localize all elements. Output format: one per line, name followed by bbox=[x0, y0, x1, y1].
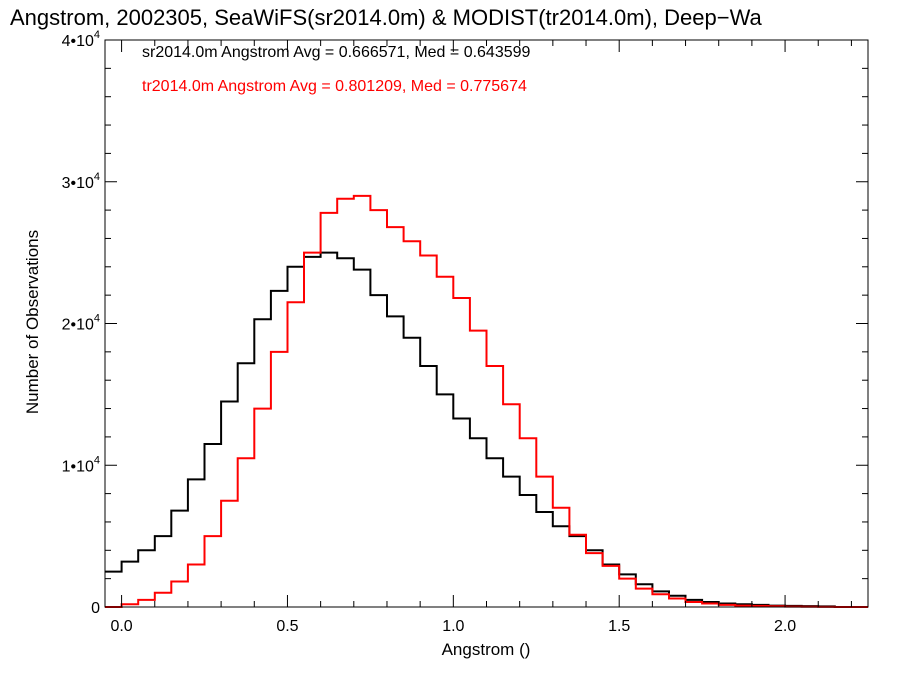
x-tick-label: 0.5 bbox=[276, 618, 298, 635]
x-axis: 0.0 0.5 1.0 1.5 2.0 bbox=[110, 40, 852, 635]
annotation-black: sr2014.0m Angstrom Avg = 0.666571, Med =… bbox=[142, 44, 531, 61]
x-tick-label: 0.0 bbox=[110, 618, 132, 635]
y-tick-label: 1•104 bbox=[62, 454, 100, 475]
x-tick-label: 2.0 bbox=[774, 618, 796, 635]
x-tick-label: 1.5 bbox=[608, 618, 630, 635]
series-line-0 bbox=[105, 251, 868, 608]
y-tick-label: 2•104 bbox=[62, 313, 100, 334]
series-line-1 bbox=[105, 194, 868, 608]
y-axis: 0 1•104 2•104 3•104 4•104 bbox=[62, 29, 868, 617]
y-tick-label: 0 bbox=[91, 600, 100, 617]
y-tick-label: 4•104 bbox=[62, 29, 100, 50]
chart-title: Angstrom, 2002305, SeaWiFS(sr2014.0m) & … bbox=[10, 5, 763, 30]
y-axis-label: Number of Observations bbox=[23, 230, 42, 414]
y-tick-label: 3•104 bbox=[62, 171, 100, 192]
x-axis-label: Angstrom () bbox=[442, 640, 531, 659]
plot-area bbox=[105, 194, 868, 608]
x-tick-label: 1.0 bbox=[442, 618, 464, 635]
annotation-red: tr2014.0m Angstrom Avg = 0.801209, Med =… bbox=[142, 78, 527, 95]
plot-frame bbox=[104, 39, 869, 608]
